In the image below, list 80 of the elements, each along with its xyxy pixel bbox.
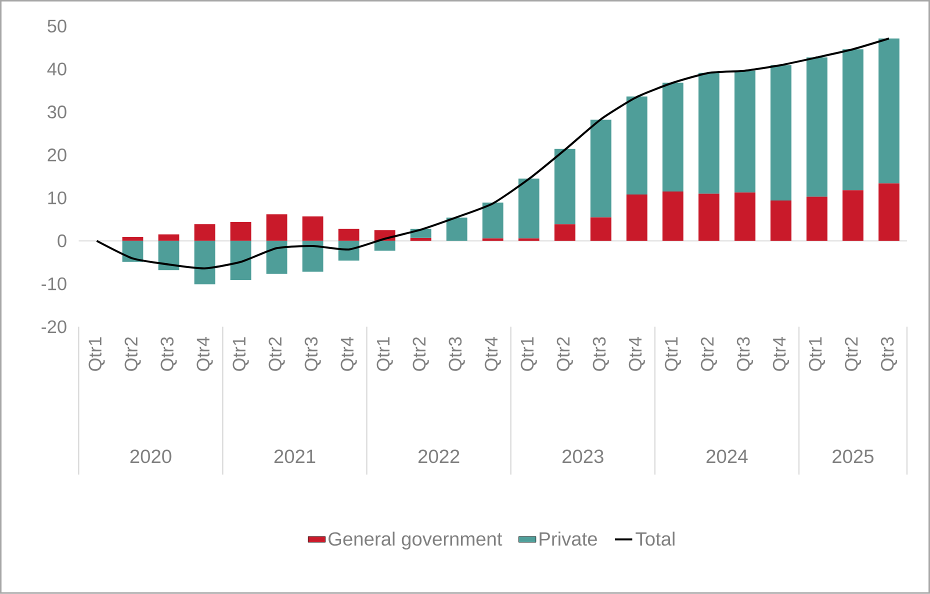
x-tick-label: Qtr1 xyxy=(808,337,826,371)
y-tick-label: 30 xyxy=(48,106,66,118)
y-tick-label: -20 xyxy=(42,320,66,334)
bar xyxy=(302,240,324,272)
text: 2021 xyxy=(274,450,316,464)
bar xyxy=(230,222,252,241)
text: 2025 xyxy=(832,450,874,464)
bar xyxy=(698,194,720,241)
bar xyxy=(770,200,792,241)
x-tick-label: Qtr1 xyxy=(520,337,537,371)
bar xyxy=(518,178,540,238)
legend-label: Private xyxy=(540,532,597,546)
bar xyxy=(266,240,288,274)
x-tick-label: Qtr1 xyxy=(376,337,393,371)
y-tick-label: 40 xyxy=(47,62,66,76)
x-tick-label: Qtr4 xyxy=(628,337,645,371)
y-tick-label: 20 xyxy=(48,148,66,162)
x-tick-label: Qtr2 xyxy=(124,337,141,371)
bar xyxy=(842,49,864,190)
x-tick-label: Qtr3 xyxy=(448,337,465,371)
bar xyxy=(770,65,792,201)
bar xyxy=(626,96,648,195)
bar xyxy=(590,120,612,218)
x-tick-label: Qtr1 xyxy=(88,337,105,371)
bar xyxy=(122,237,144,241)
bar xyxy=(266,214,288,241)
bar xyxy=(482,202,504,238)
text: 2020 xyxy=(130,450,172,464)
x-tick-label: Qtr4 xyxy=(196,337,213,371)
bar xyxy=(878,183,900,241)
bar xyxy=(374,240,396,251)
bar xyxy=(554,149,576,224)
bar xyxy=(194,240,216,284)
bar xyxy=(806,58,828,197)
bar xyxy=(482,238,504,241)
legend-label: General government xyxy=(328,532,502,550)
line-series xyxy=(96,38,890,270)
x-tick-label: Qtr3 xyxy=(592,337,609,371)
x-tick-label: Qtr3 xyxy=(736,337,753,371)
bar xyxy=(446,218,468,241)
x-tick-label: Qtr2 xyxy=(268,337,285,371)
bar xyxy=(662,192,684,241)
x-tick-label: Qtr1 xyxy=(664,337,681,371)
bar xyxy=(590,217,612,241)
x-tick-label: Qtr3 xyxy=(880,337,898,371)
x-tick-label: Qtr4 xyxy=(772,337,789,371)
bar xyxy=(878,38,900,184)
bar xyxy=(410,238,432,241)
x-tick-label: Qtr3 xyxy=(160,337,177,371)
bar xyxy=(518,238,540,241)
bar xyxy=(842,190,864,241)
y-tick-label: -10 xyxy=(42,277,66,290)
bar xyxy=(338,228,360,241)
bar xyxy=(554,224,576,241)
bar xyxy=(734,70,756,192)
bar xyxy=(194,224,216,241)
x-tick-label: Qtr2 xyxy=(844,337,862,371)
bar xyxy=(698,72,720,194)
x-tick-label: Qtr4 xyxy=(484,337,501,371)
text: 2024 xyxy=(706,450,748,464)
bar xyxy=(734,192,756,241)
text: 2022 xyxy=(418,450,460,464)
bar xyxy=(806,196,828,241)
y-tick-label: 10 xyxy=(48,192,66,204)
x-tick-label: Qtr2 xyxy=(412,337,429,371)
bar xyxy=(158,234,180,241)
bar xyxy=(302,216,324,241)
bar xyxy=(662,82,684,192)
y-tick-label: 0 xyxy=(58,234,66,248)
x-tick-label: Qtr2 xyxy=(700,337,717,371)
bar xyxy=(626,194,648,241)
bar xyxy=(230,240,252,280)
bar xyxy=(158,240,180,270)
text: 2023 xyxy=(562,450,604,464)
y-tick-label: 50 xyxy=(48,20,66,33)
legend-label: Total xyxy=(636,532,674,546)
x-tick-label: Qtr4 xyxy=(340,337,357,371)
x-tick-label: Qtr1 xyxy=(232,337,249,371)
x-tick-label: Qtr2 xyxy=(556,337,573,371)
x-tick-label: Qtr3 xyxy=(304,337,321,371)
